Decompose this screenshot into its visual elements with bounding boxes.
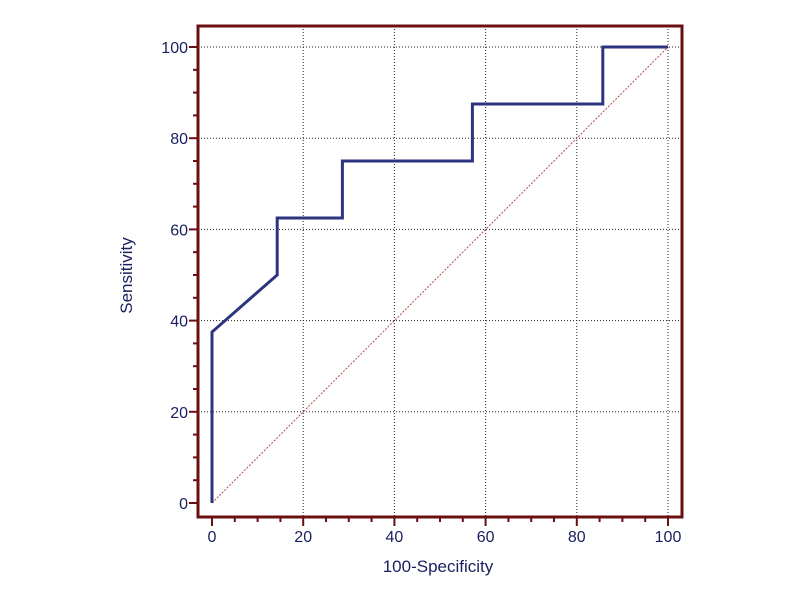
- x-tick-label-1: 20: [294, 529, 312, 546]
- y-tick-label-5: 100: [161, 40, 188, 57]
- grid-lines: [198, 26, 682, 517]
- series-layer: [210, 45, 668, 503]
- reference-diagonal: [211, 46, 669, 504]
- roc-curve-line-0: [210, 45, 668, 503]
- x-tick-label-0: 0: [208, 529, 217, 546]
- y-tick-label-3: 60: [170, 222, 188, 239]
- reference-line-layer: [211, 46, 669, 504]
- tick-labels: 0 20 40 60 80 100 0 20 40 60 80 100: [161, 40, 681, 546]
- x-tick-label-2: 40: [386, 529, 404, 546]
- y-tick-label-1: 20: [170, 405, 188, 422]
- x-tick-label-4: 80: [568, 529, 586, 546]
- x-tick-label-3: 60: [477, 529, 495, 546]
- y-axis-title: Sensitivity: [117, 237, 136, 314]
- tick-marks: [189, 46, 669, 526]
- x-axis-title: 100-Specificity: [383, 557, 494, 576]
- y-tick-label-0: 0: [179, 496, 188, 513]
- y-tick-label-2: 40: [170, 314, 188, 331]
- x-tick-label-5: 100: [655, 529, 682, 546]
- y-tick-label-4: 80: [170, 131, 188, 148]
